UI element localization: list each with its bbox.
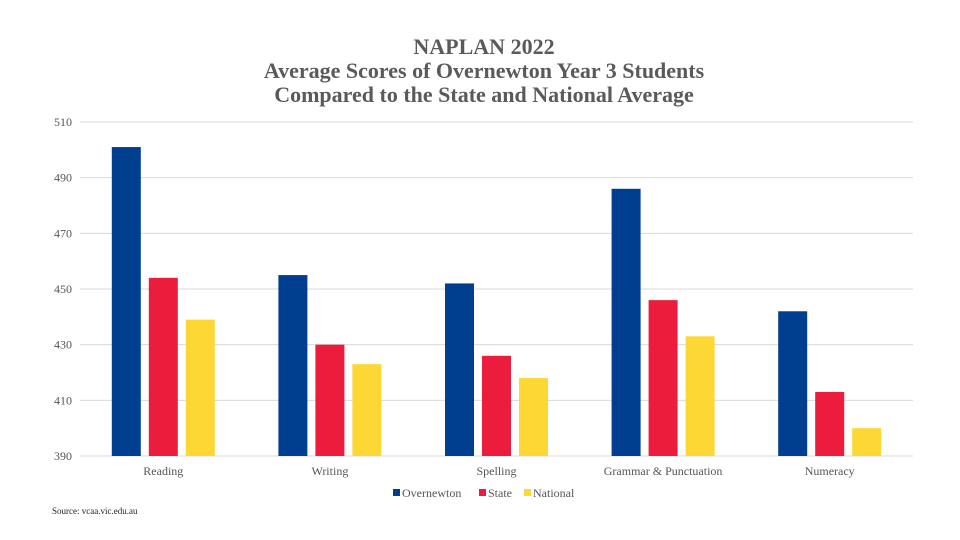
bar-overnewton-writing [278, 275, 308, 456]
chart-title: NAPLAN 2022 Average Scores of Overnewton… [264, 34, 705, 107]
x-category-label: Reading [143, 464, 183, 478]
legend-swatch [479, 489, 486, 496]
legend: Overnewton State National [393, 486, 575, 500]
bar-national-grammar-punctuation [685, 336, 715, 456]
legend-item-state: State [479, 486, 512, 500]
y-tick-label: 510 [54, 115, 72, 129]
bar-state-grammar-punctuation [648, 300, 678, 456]
bar-overnewton-numeracy [778, 311, 808, 456]
y-tick-label: 430 [54, 338, 72, 352]
legend-label: Overnewton [402, 486, 461, 500]
legend-item-national: National [524, 486, 575, 500]
y-tick-label: 450 [54, 282, 72, 296]
bar-state-spelling [482, 355, 511, 456]
legend-label: State [488, 486, 512, 500]
bar-overnewton-reading [111, 147, 141, 457]
x-category-label: Writing [311, 464, 348, 478]
source-note: Source: vcaa.vic.edu.au [52, 506, 138, 516]
chart-title-line-2: Average Scores of Overnewton Year 3 Stud… [264, 58, 705, 83]
chart-title-line-1: NAPLAN 2022 [413, 34, 554, 59]
bar-state-reading [148, 277, 178, 456]
y-tick-label: 390 [54, 449, 72, 463]
x-category-label: Numeracy [805, 464, 855, 478]
bar-national-numeracy [852, 428, 882, 456]
y-tick-label: 410 [54, 393, 72, 407]
y-tick-label: 470 [54, 226, 72, 240]
legend-label: National [533, 486, 575, 500]
bar-overnewton-spelling [445, 283, 474, 456]
x-axis-category-labels: Reading Writing Spelling Grammar & Punctuat… [143, 464, 854, 478]
x-category-label: Spelling [476, 464, 516, 478]
chart-title-line-3: Compared to the State and National Avera… [274, 82, 694, 107]
legend-item-overnewton: Overnewton [393, 486, 461, 500]
bars [111, 147, 882, 457]
x-category-label: Grammar & Punctuation [604, 464, 723, 478]
bar-national-writing [352, 364, 382, 456]
bar-state-writing [315, 344, 345, 456]
y-axis-tick-labels: 390 410 430 450 470 490 510 [54, 115, 72, 463]
bar-national-spelling [519, 378, 548, 456]
bar-overnewton-grammar-punctuation [611, 188, 641, 457]
y-tick-label: 490 [54, 171, 72, 185]
bar-national-reading [185, 319, 215, 456]
bar-state-numeracy [815, 391, 845, 456]
gridlines [80, 121, 913, 457]
legend-swatch [524, 489, 531, 496]
legend-swatch [393, 489, 400, 496]
